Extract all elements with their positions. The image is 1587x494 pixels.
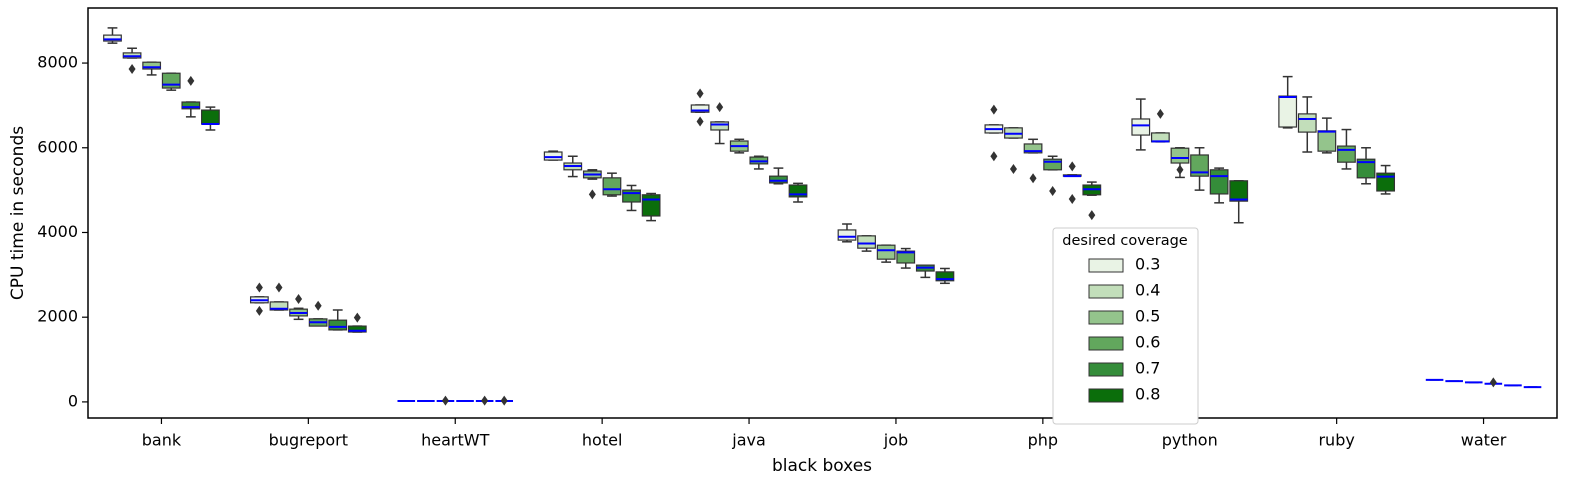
- outlier: [1068, 161, 1076, 172]
- legend-swatch: [1088, 336, 1124, 351]
- legend-swatch: [1088, 362, 1124, 377]
- box: [1356, 158, 1376, 179]
- box: [641, 194, 661, 217]
- outlier: [1049, 185, 1057, 196]
- x-tick-label: python: [1162, 431, 1218, 450]
- box: [1278, 95, 1298, 128]
- y-tick-label: 8000: [37, 53, 78, 72]
- legend-swatch: [1088, 258, 1124, 273]
- box: [347, 325, 367, 333]
- box: [1043, 158, 1063, 171]
- x-tick-label: heartWT: [421, 431, 489, 450]
- outlier: [990, 151, 998, 162]
- box: [201, 109, 220, 125]
- box: [690, 104, 710, 113]
- box: [103, 34, 122, 42]
- legend-swatch: [1088, 388, 1124, 403]
- box: [788, 184, 808, 198]
- box: [1170, 147, 1190, 164]
- legend-swatch: [1088, 284, 1124, 299]
- box: [543, 151, 563, 161]
- legend-label: 0.3: [1135, 255, 1160, 274]
- box: [1131, 118, 1151, 136]
- box: [1023, 143, 1043, 154]
- box: [769, 175, 788, 184]
- box: [1376, 172, 1396, 192]
- outlier: [1088, 210, 1096, 221]
- box: [161, 72, 181, 89]
- box: [181, 101, 201, 110]
- y-tick-label: 0: [68, 391, 78, 410]
- x-axis-label: black boxes: [772, 456, 872, 476]
- box: [269, 301, 289, 311]
- box: [876, 244, 896, 260]
- box: [622, 189, 641, 203]
- outlier: [187, 75, 195, 86]
- y-tick-label: 4000: [37, 222, 78, 241]
- legend-frame: [1052, 227, 1199, 425]
- outlier: [255, 305, 263, 316]
- outlier: [1068, 194, 1076, 205]
- x-tick-label: php: [1028, 431, 1058, 450]
- legend-label: 0.7: [1135, 359, 1160, 378]
- outlier: [128, 63, 136, 74]
- x-tick-label: java: [731, 431, 766, 450]
- x-tick-label: water: [1461, 431, 1507, 450]
- x-tick-label: job: [883, 431, 908, 450]
- outlier: [255, 282, 263, 293]
- y-tick-label: 6000: [37, 137, 78, 156]
- y-axis-label: CPU time in seconds: [8, 126, 28, 300]
- box: [328, 319, 348, 331]
- box: [1337, 145, 1356, 163]
- box: [602, 177, 622, 196]
- outlier: [353, 312, 361, 323]
- legend-label: 0.4: [1135, 281, 1160, 300]
- box: [837, 229, 857, 241]
- outlier: [275, 282, 283, 293]
- outlier: [990, 104, 998, 115]
- outlier: [441, 395, 449, 406]
- outlier: [1176, 164, 1184, 175]
- outlier: [314, 300, 322, 311]
- outlier: [588, 189, 596, 200]
- box: [1190, 154, 1209, 177]
- outlier: [716, 102, 724, 113]
- outlier: [696, 88, 704, 99]
- legend-label: 0.5: [1135, 307, 1160, 326]
- legend-label: 0.8: [1135, 385, 1160, 404]
- outlier: [1009, 163, 1017, 174]
- x-tick-label: ruby: [1318, 431, 1354, 450]
- outlier: [481, 395, 489, 406]
- x-tick-label: hotel: [582, 431, 623, 450]
- outlier: [1029, 173, 1037, 184]
- legend-swatch: [1088, 310, 1124, 325]
- x-tick-label: bank: [142, 431, 182, 450]
- plot-frame: [87, 7, 1558, 419]
- outlier: [500, 395, 508, 406]
- x-tick-label: bugreport: [269, 431, 348, 450]
- box: [857, 235, 876, 249]
- box: [896, 250, 916, 264]
- outlier: [696, 116, 704, 127]
- legend-title: desired coverage: [1062, 233, 1187, 249]
- outlier: [1156, 108, 1164, 119]
- box: [710, 121, 730, 131]
- box: [935, 271, 955, 282]
- box: [1297, 113, 1317, 133]
- legend-label: 0.6: [1135, 333, 1160, 352]
- box: [1229, 180, 1249, 202]
- box: [142, 61, 162, 70]
- box: [1209, 169, 1229, 195]
- y-tick-label: 2000: [37, 307, 78, 326]
- box: [1317, 130, 1337, 152]
- outlier: [295, 293, 303, 304]
- outlier: [1489, 377, 1497, 388]
